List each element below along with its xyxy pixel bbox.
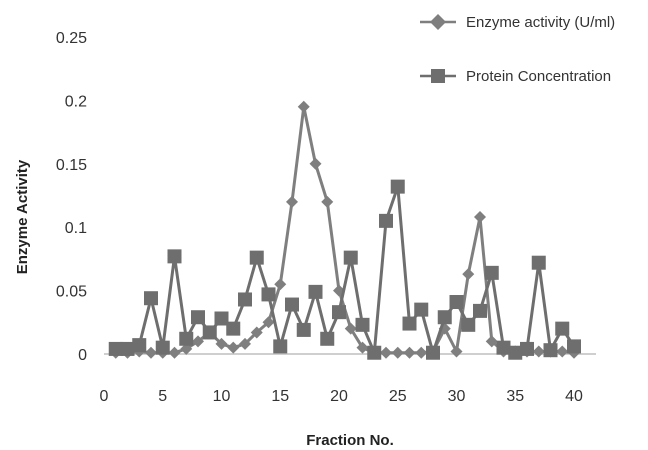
data-point-square <box>367 345 382 360</box>
data-point-diamond <box>274 278 287 291</box>
data-point-square <box>426 345 440 360</box>
legend-label-enzyme-activity: Enzyme activity (U/ml) <box>466 14 615 31</box>
data-point-diamond <box>192 335 204 348</box>
y-axis-label: Enzyme Activity <box>14 159 31 274</box>
data-point-square <box>132 338 147 353</box>
data-point-square <box>238 292 252 307</box>
data-point-square <box>261 287 276 302</box>
y-tick-label: 0.1 <box>65 220 87 237</box>
data-point-square <box>484 265 499 280</box>
data-point-square <box>379 213 393 228</box>
legend-square-marker-icon <box>431 69 445 83</box>
data-point-diamond <box>145 346 157 359</box>
series-layer <box>108 100 581 360</box>
data-point-square <box>214 311 229 326</box>
y-axis-ticks: 0 0.05 0.1 0.15 0.2 0.25 <box>56 30 87 364</box>
data-point-diamond <box>250 326 263 339</box>
data-point-diamond <box>215 337 228 350</box>
series-line <box>115 185 576 355</box>
series-protein-concentration <box>108 179 581 360</box>
data-point-diamond <box>344 322 357 335</box>
data-point-square <box>555 321 570 336</box>
data-point-square <box>332 305 346 320</box>
legend-item-protein-concentration: Protein Concentration <box>420 68 611 85</box>
data-point-square <box>461 317 476 332</box>
y-tick-label: 0.25 <box>56 30 87 47</box>
data-point-square <box>167 249 182 264</box>
data-point-diamond <box>227 341 240 354</box>
data-point-square <box>567 339 581 354</box>
x-tick-label: 20 <box>330 388 348 405</box>
x-tick-label: 15 <box>271 388 289 405</box>
data-point-diamond <box>321 195 334 208</box>
x-tick-label: 40 <box>565 388 583 405</box>
data-point-diamond <box>462 268 475 281</box>
data-point-diamond <box>356 341 369 354</box>
data-point-square <box>449 295 464 310</box>
data-point-square <box>308 284 323 299</box>
legend-label-protein-concentration: Protein Concentration <box>466 68 611 85</box>
data-point-square <box>226 321 241 336</box>
y-tick-label: 0 <box>78 347 87 364</box>
y-tick-label: 0.2 <box>65 93 87 110</box>
data-point-diamond <box>297 100 310 113</box>
x-axis-ticks: 0 5 10 15 20 25 30 35 40 <box>100 388 583 405</box>
data-point-diamond <box>168 346 181 359</box>
data-point-diamond <box>415 346 428 359</box>
data-point-square <box>437 310 452 325</box>
legend-item-enzyme-activity: Enzyme activity (U/ml) <box>420 14 615 31</box>
legend: Enzyme activity (U/ml) Protein Concentra… <box>420 14 615 85</box>
data-point-square <box>273 339 288 354</box>
data-point-square <box>496 340 511 355</box>
data-point-square <box>320 331 335 346</box>
x-tick-label: 0 <box>100 388 109 405</box>
data-point-diamond <box>556 345 569 358</box>
x-tick-label: 5 <box>158 388 167 405</box>
data-point-square <box>508 345 523 360</box>
x-tick-label: 25 <box>389 388 407 405</box>
data-point-square <box>543 343 558 358</box>
x-axis-label: Fraction No. <box>306 432 394 449</box>
data-point-diamond <box>485 335 498 348</box>
legend-diamond-marker-icon <box>430 14 446 30</box>
data-point-diamond <box>391 346 404 359</box>
x-tick-label: 35 <box>506 388 524 405</box>
data-point-diamond <box>309 157 322 170</box>
data-point-square <box>402 316 417 331</box>
y-tick-label: 0.05 <box>56 284 87 301</box>
data-point-square <box>144 291 158 306</box>
data-point-diamond <box>403 346 416 359</box>
data-point-square <box>202 325 217 340</box>
data-point-square <box>155 340 170 355</box>
data-point-diamond <box>380 346 392 359</box>
data-point-square <box>296 322 311 337</box>
y-tick-label: 0.15 <box>56 157 87 174</box>
data-point-square <box>414 302 429 317</box>
data-point-diamond <box>286 195 298 208</box>
series-enzyme-activity <box>109 100 580 359</box>
data-point-square <box>285 297 299 312</box>
data-point-square <box>108 341 123 356</box>
x-tick-label: 10 <box>213 388 231 405</box>
data-point-square <box>191 310 205 325</box>
data-point-square <box>343 250 358 265</box>
x-tick-label: 30 <box>448 388 466 405</box>
data-point-square <box>249 250 264 265</box>
data-point-diamond <box>262 316 275 329</box>
data-point-square <box>520 341 534 356</box>
data-point-diamond <box>180 342 193 355</box>
data-point-diamond <box>239 337 251 350</box>
data-point-square <box>355 317 370 332</box>
data-point-diamond <box>474 211 486 224</box>
data-point-square <box>473 303 487 318</box>
data-point-square <box>390 179 405 194</box>
data-point-diamond <box>532 345 545 358</box>
data-point-diamond <box>450 345 463 358</box>
data-point-square <box>531 255 546 270</box>
data-point-square <box>179 331 194 346</box>
data-point-square <box>120 341 135 356</box>
